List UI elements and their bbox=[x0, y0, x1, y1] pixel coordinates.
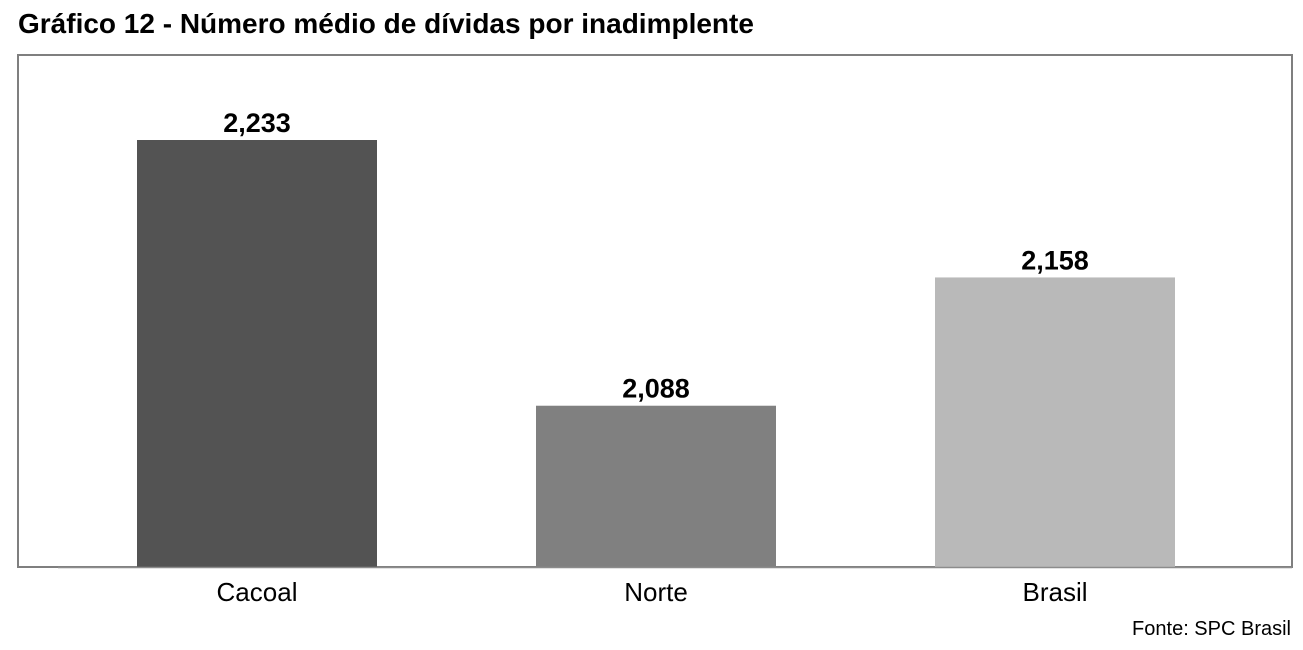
bar-norte bbox=[536, 405, 776, 567]
bars-layer bbox=[58, 140, 1292, 569]
category-label-norte: Norte bbox=[624, 577, 688, 607]
category-labels-layer: Cacoal Norte Brasil bbox=[217, 577, 1088, 607]
data-label-brasil: 2,158 bbox=[1021, 245, 1089, 275]
category-label-cacoal: Cacoal bbox=[217, 577, 298, 607]
bar-cacoal bbox=[137, 140, 377, 567]
category-label-brasil: Brasil bbox=[1022, 577, 1087, 607]
bar-brasil bbox=[935, 277, 1175, 567]
data-label-cacoal: 2,233 bbox=[223, 108, 291, 138]
source-note: Fonte: SPC Brasil bbox=[1132, 618, 1291, 640]
data-labels-layer: 2,233 2,088 2,158 bbox=[223, 108, 1089, 404]
chart-title: Gráfico 12 - Número médio de dívidas por… bbox=[18, 8, 754, 39]
data-label-norte: 2,088 bbox=[622, 374, 690, 404]
